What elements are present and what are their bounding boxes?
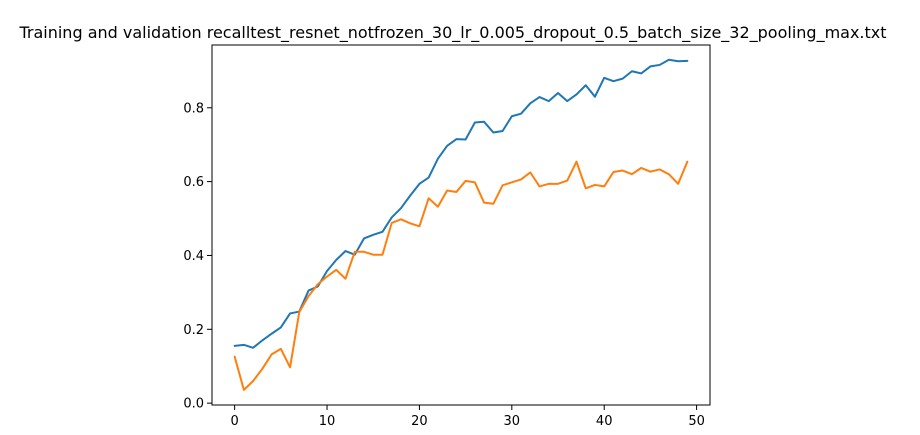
series-line-1 bbox=[233, 58, 689, 349]
x-tick-label: 30 bbox=[504, 414, 521, 429]
series-line-2 bbox=[233, 160, 689, 391]
x-tick-label: 20 bbox=[411, 414, 428, 429]
x-tick-label: 50 bbox=[688, 414, 705, 429]
plot-area: 0 10 20 30 40 50 0.0 0.2 0.4 0.6 0.8 bbox=[183, 44, 711, 429]
y-tick-label: 0.0 bbox=[183, 397, 204, 412]
chart-title: Training and validation recalltest_resne… bbox=[18, 23, 886, 43]
y-tick-label: 0.4 bbox=[183, 249, 204, 264]
x-tick-label: 0 bbox=[230, 414, 238, 429]
x-tick-label: 10 bbox=[319, 414, 336, 429]
x-tick-label: 40 bbox=[596, 414, 613, 429]
axes-frame bbox=[211, 44, 711, 406]
y-tick-label: 0.6 bbox=[183, 175, 204, 190]
y-tick-label: 0.2 bbox=[183, 323, 204, 338]
y-tick-label: 0.8 bbox=[183, 101, 204, 116]
